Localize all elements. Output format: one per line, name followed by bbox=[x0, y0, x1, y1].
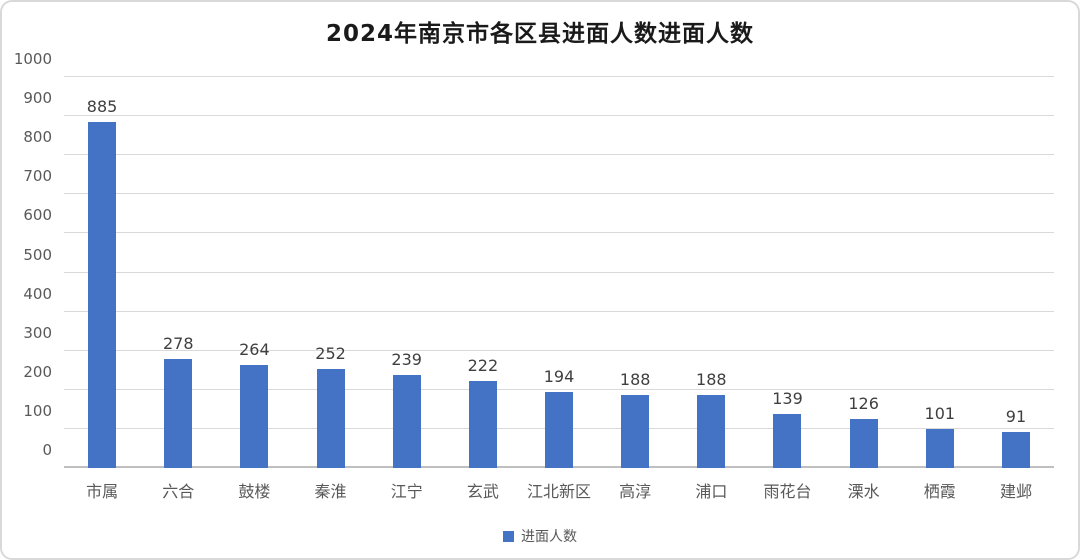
bar-columns: 885 市属 278 六合 264 鼓楼 252 秦淮 239 江宁 222 玄武 194 江北新区 188… bbox=[64, 77, 1054, 502]
bar-value-label: 188 bbox=[619, 369, 651, 389]
bar bbox=[316, 369, 345, 468]
chart-title: 2024年南京市各区县进面人数进面人数 bbox=[325, 21, 754, 47]
bar-column: 239 江宁 bbox=[369, 77, 445, 501]
bar-value-label: 101 bbox=[924, 403, 956, 423]
bar-value-label: 194 bbox=[543, 367, 575, 387]
legend-label: 进面人数 bbox=[521, 529, 577, 545]
bar bbox=[925, 428, 954, 468]
bar-column: 885 市属 bbox=[64, 77, 140, 501]
bar-value-label: 885 bbox=[86, 96, 118, 116]
category-label: 秦淮 bbox=[314, 482, 347, 501]
bar-value-label: 139 bbox=[772, 388, 803, 408]
category-label: 建邺 bbox=[999, 482, 1032, 501]
bar-value-label: 188 bbox=[696, 369, 727, 389]
gridline bbox=[64, 154, 1054, 156]
gridline bbox=[64, 232, 1054, 234]
bar bbox=[545, 392, 574, 468]
legend: 进面人数 bbox=[2, 526, 1078, 546]
bar-value-label: 264 bbox=[239, 339, 270, 359]
category-label: 鼓楼 bbox=[238, 482, 271, 501]
y-axis-tick-label: 300 bbox=[23, 323, 52, 342]
bar-column: 222 玄武 bbox=[445, 77, 521, 501]
bar-column: 278 六合 bbox=[140, 77, 216, 501]
bar-column: 264 鼓楼 bbox=[216, 77, 292, 501]
bar bbox=[468, 381, 497, 468]
y-axis-tick-label: 0 bbox=[42, 441, 52, 459]
gridline bbox=[64, 349, 1054, 351]
plot-area: 885 市属 278 六合 264 鼓楼 252 秦淮 239 江宁 222 玄武 194 江北新区 188… bbox=[14, 50, 1054, 502]
category-label: 溧水 bbox=[847, 482, 880, 501]
bar-value-label: 222 bbox=[467, 356, 499, 376]
bar bbox=[621, 394, 650, 468]
bar bbox=[392, 374, 421, 468]
bar-column: 194 江北新区 bbox=[521, 77, 597, 501]
bar bbox=[849, 418, 878, 468]
gridline bbox=[64, 115, 1054, 117]
bar-value-label: 126 bbox=[848, 393, 879, 413]
bar bbox=[88, 121, 117, 468]
bar-column: 252 秦淮 bbox=[292, 77, 368, 501]
bar bbox=[697, 394, 726, 468]
bar bbox=[240, 364, 269, 468]
bar-value-label: 91 bbox=[1005, 407, 1027, 427]
y-axis-tick-label: 600 bbox=[23, 206, 52, 225]
category-label: 浦口 bbox=[695, 482, 728, 501]
bar-column: 91 建邺 bbox=[978, 77, 1054, 501]
bar bbox=[164, 359, 193, 468]
gridline bbox=[64, 310, 1054, 312]
category-label: 栖霞 bbox=[923, 482, 956, 501]
category-label: 六合 bbox=[162, 482, 195, 501]
y-axis-tick-label: 700 bbox=[23, 167, 52, 186]
bar-column: 101 栖霞 bbox=[902, 77, 978, 501]
bar-column: 188 高淳 bbox=[597, 77, 673, 502]
bar bbox=[773, 413, 802, 468]
gridline bbox=[64, 76, 1054, 77]
category-label: 雨花台 bbox=[763, 482, 812, 501]
y-axis-tick-label: 900 bbox=[23, 89, 52, 108]
category-label: 玄武 bbox=[466, 482, 499, 501]
category-label: 市属 bbox=[86, 482, 119, 501]
bar-value-label: 278 bbox=[162, 334, 194, 354]
category-label: 江北新区 bbox=[527, 482, 592, 501]
y-axis-tick-label: 200 bbox=[23, 362, 52, 381]
bar-value-label: 239 bbox=[391, 349, 422, 369]
y-axis-tick-label: 500 bbox=[23, 245, 52, 264]
category-label: 高淳 bbox=[619, 482, 652, 501]
bar-column: 126 溧水 bbox=[826, 77, 902, 501]
gridline bbox=[64, 193, 1054, 195]
y-axis-tick-label: 400 bbox=[23, 284, 52, 303]
category-label: 江宁 bbox=[390, 482, 423, 501]
gridline bbox=[64, 271, 1054, 273]
y-axis-tick-label: 800 bbox=[23, 128, 52, 147]
y-axis-tick-label: 1000 bbox=[13, 50, 52, 68]
gridline bbox=[64, 388, 1054, 390]
bar-value-label: 252 bbox=[315, 344, 346, 364]
y-axis-tick-label: 100 bbox=[23, 401, 52, 420]
bar-column: 139 雨花台 bbox=[749, 77, 825, 501]
bar-column: 188 浦口 bbox=[673, 77, 749, 502]
legend-swatch bbox=[503, 530, 514, 542]
bar bbox=[1001, 432, 1030, 468]
